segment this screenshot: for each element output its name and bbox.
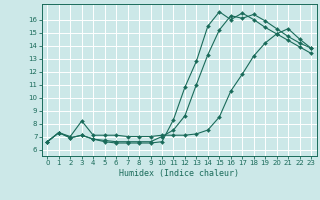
X-axis label: Humidex (Indice chaleur): Humidex (Indice chaleur): [119, 169, 239, 178]
